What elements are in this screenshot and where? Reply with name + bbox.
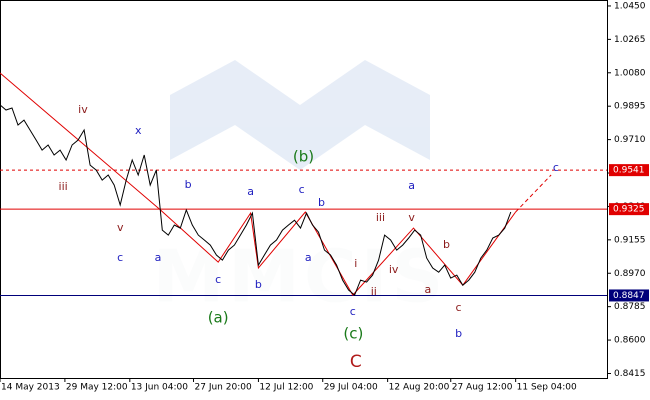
wave-label: (c): [343, 325, 363, 343]
x-tick-label: 27 Aug 12:00: [452, 383, 513, 393]
wave-label: a: [155, 251, 162, 264]
wave-label: b: [185, 178, 192, 191]
wave-label: (a): [208, 309, 229, 327]
y-tick-label: 0.8600: [614, 336, 646, 346]
wave-label: v: [117, 221, 124, 234]
y-tick-label: 0.9155: [614, 235, 646, 245]
wave-label: iv: [389, 263, 399, 276]
wave-line: [0, 72, 517, 296]
wave-label: iii: [59, 180, 68, 193]
wave-label: iv: [78, 103, 88, 116]
y-tick-label: 1.0265: [614, 35, 646, 45]
plot-frame: [0, 0, 608, 379]
wave-label: a: [408, 179, 415, 192]
watermark-group: MMCIS: [153, 60, 448, 319]
wave-projection: [515, 174, 552, 213]
wave-label: c: [299, 183, 305, 196]
wave-label: ii: [371, 285, 377, 298]
level-label-box: [609, 203, 649, 216]
level-label: 0.9325: [613, 205, 645, 215]
price-line: [0, 104, 512, 296]
wave-label: b: [318, 196, 325, 209]
y-tick-label: 0.8415: [614, 369, 646, 379]
x-tick-label: 11 Sep 04:00: [517, 383, 577, 393]
wave-label: a: [305, 251, 312, 264]
x-tick-label: 12 Jul 12:00: [259, 383, 313, 393]
wave-label: a: [247, 185, 254, 198]
wave-label: a: [425, 283, 432, 296]
wave-label: c: [456, 301, 462, 314]
watermark-text: MMCIS: [153, 235, 448, 319]
level-label-box: [609, 289, 649, 302]
x-tick-label: 27 Jun 20:00: [195, 383, 252, 393]
x-tick-label: 29 May 12:00: [66, 383, 128, 393]
y-tick-label: 0.8785: [614, 302, 646, 312]
wave-label: b: [455, 327, 462, 340]
y-tick-label: 0.9710: [614, 135, 646, 145]
y-tick-label: 1.0080: [614, 68, 646, 78]
wave-label: (b): [293, 147, 314, 165]
wave-label: i: [354, 257, 357, 270]
wave-label: b: [255, 278, 262, 291]
wave-label: x: [135, 124, 142, 137]
wave-label: b: [443, 238, 450, 251]
x-tick-label: 14 May 2013: [1, 383, 60, 393]
level-label-box: [609, 164, 649, 177]
level-label: 0.8847: [613, 291, 645, 301]
wave-label: c: [553, 161, 559, 174]
wave-label: C: [350, 352, 362, 372]
wave-label: c: [350, 305, 356, 318]
x-tick-label: 13 Jun 04:00: [131, 383, 188, 393]
wave-label: iii: [376, 211, 385, 224]
watermark-logo: [170, 60, 430, 170]
wave-label: c: [215, 273, 221, 286]
wave-label: c: [117, 251, 123, 264]
x-tick-label: 29 Jul 04:00: [324, 383, 378, 393]
level-label: 0.9541: [613, 166, 645, 176]
x-tick-label: 12 Aug 20:00: [389, 383, 450, 393]
y-tick-label: 0.9895: [614, 102, 646, 112]
y-tick-label: 0.8970: [614, 269, 646, 279]
y-tick-label: 1.0450: [614, 1, 646, 11]
wave-label: v: [408, 211, 415, 224]
